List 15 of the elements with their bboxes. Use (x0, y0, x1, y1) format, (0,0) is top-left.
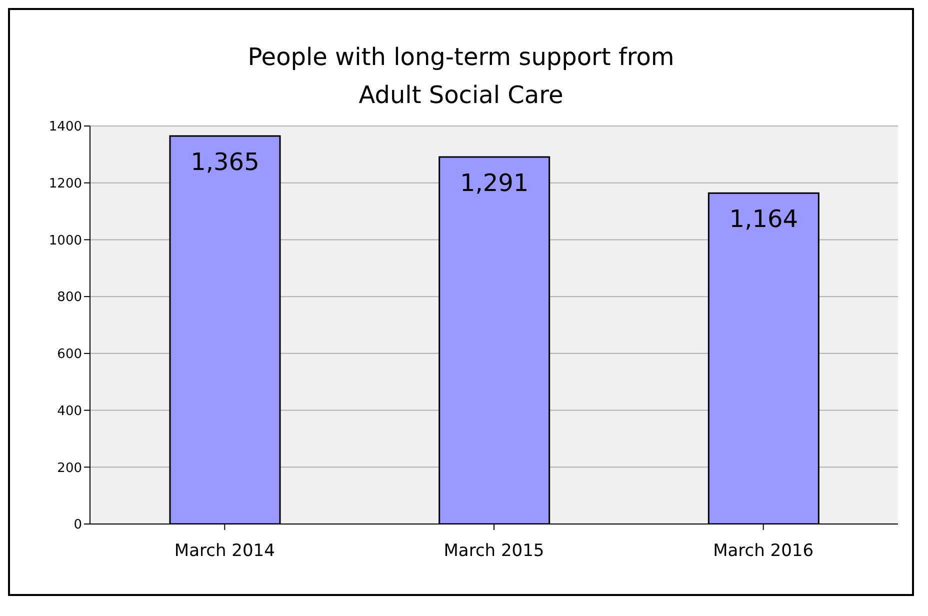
y-tick-label: 1000 (48, 233, 82, 248)
y-tick-label: 1200 (48, 176, 82, 192)
x-tick-label: March 2015 (444, 541, 544, 562)
data-label: 1,291 (460, 168, 529, 197)
y-tick-label: 0 (74, 518, 82, 533)
y-tick-label: 200 (57, 460, 82, 476)
x-tick-label: March 2014 (174, 541, 275, 562)
y-tick-label: 1400 (48, 120, 82, 135)
chart-title: People with long-term support from Adult Social Care (246, 42, 676, 111)
data-label: 1,164 (729, 205, 798, 234)
x-tick-label: March 2016 (713, 541, 814, 562)
y-tick-label: 400 (57, 404, 82, 419)
y-tick-label: 600 (57, 347, 82, 362)
y-tick-label: 800 (57, 290, 82, 306)
data-label: 1,365 (190, 148, 260, 176)
